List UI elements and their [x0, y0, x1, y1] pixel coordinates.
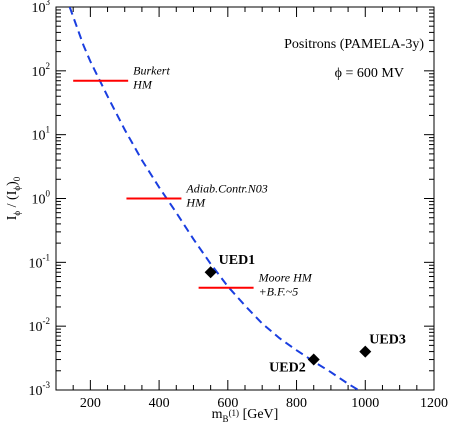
point-label: UED1 — [219, 253, 256, 268]
x-tick-label: 400 — [149, 396, 170, 411]
data-point — [359, 345, 372, 358]
x-tick-label: 800 — [286, 396, 307, 411]
band-label: +B.F.~5 — [259, 285, 299, 299]
y-tick-label: 10-2 — [29, 316, 51, 335]
x-axis-title: mB(1) [GeV] — [212, 407, 279, 424]
data-point — [204, 266, 217, 279]
point-label: UED3 — [369, 333, 406, 348]
x-tick-label: 600 — [217, 396, 238, 411]
band-label: Burkert — [133, 64, 170, 78]
y-tick-label: 102 — [32, 61, 51, 80]
band-label: HM — [132, 78, 153, 92]
point-label: UED2 — [269, 361, 306, 376]
band-label: Moore HM — [258, 271, 313, 285]
x-tick-label: 200 — [80, 396, 101, 411]
x-tick-label: 1200 — [420, 396, 448, 411]
y-axis-title: Iϕ / (Iϕ)0 — [5, 176, 22, 220]
band-label: HM — [185, 196, 206, 210]
x-tick-label: 1000 — [351, 396, 379, 411]
y-tick-label: 101 — [32, 125, 51, 144]
y-tick-label: 100 — [32, 189, 51, 208]
data-point — [307, 353, 320, 366]
chart-subtitle: ϕ = 600 MV — [335, 66, 404, 81]
y-tick-label: 10-3 — [29, 380, 51, 399]
y-tick-label: 103 — [32, 0, 51, 16]
fit-curve — [68, 7, 359, 390]
y-tick-label: 10-1 — [29, 252, 51, 271]
chart-title: Positrons (PAMELA-3y) — [284, 37, 424, 52]
plot-area — [55, 6, 435, 391]
band-label: Adiab.Contr.N03 — [185, 182, 267, 196]
